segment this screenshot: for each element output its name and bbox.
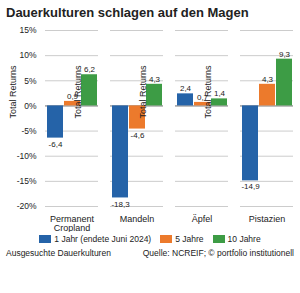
svg-text:Total Returns: Total Returns <box>73 65 83 119</box>
svg-text:-6,4: -6,4 <box>49 140 63 149</box>
svg-text:Total Returns: Total Returns <box>203 65 213 119</box>
svg-text:1,4: 1,4 <box>214 89 226 98</box>
html-text:1 Jahr (endete Juni 2024): 1 Jahr (endete Juni 2024) <box>54 234 152 244</box>
svg-text:Pistazien: Pistazien <box>249 214 286 224</box>
svg-text:Total Returns: Total Returns <box>8 65 18 119</box>
svg-text:2,4: 2,4 <box>180 84 192 93</box>
svg-text:-4,6: -4,6 <box>131 131 145 140</box>
svg-text:-14,9: -14,9 <box>241 182 260 191</box>
html-text:Quelle: NCREIF; © portfolio in: Quelle: NCREIF; © portfolio institutione… <box>142 248 294 258</box>
html-text:Dauerkulturen schlagen auf den: Dauerkulturen schlagen auf den Magen <box>6 5 249 20</box>
svg-text:5%: 5% <box>24 76 37 86</box>
svg-text:10%: 10% <box>19 50 36 60</box>
svg-text:-15%: -15% <box>17 176 37 186</box>
svg-text:Total Returns: Total Returns <box>138 65 148 119</box>
svg-text:Äpfel: Äpfel <box>192 214 213 224</box>
svg-text:Mandeln: Mandeln <box>120 214 155 224</box>
html-text:10 Jahre: 10 Jahre <box>227 234 261 244</box>
svg-text:4,3: 4,3 <box>262 75 274 84</box>
svg-text:9,3: 9,3 <box>279 50 291 59</box>
html-text:Ausgesuchte Dauerkulturen: Ausgesuchte Dauerkulturen <box>6 248 111 258</box>
svg-text:PermanentCropland: PermanentCropland <box>50 214 95 232</box>
svg-text:-10%: -10% <box>17 151 37 161</box>
svg-text:-5%: -5% <box>21 126 37 136</box>
svg-text:4,3: 4,3 <box>149 75 161 84</box>
svg-text:0%: 0% <box>24 101 37 111</box>
html-text:5 Jahre: 5 Jahre <box>175 234 204 244</box>
svg-text:15%: 15% <box>19 25 36 35</box>
svg-text:6,2: 6,2 <box>84 65 96 74</box>
svg-text:-18,3: -18,3 <box>111 200 130 209</box>
svg-text:-20%: -20% <box>17 201 37 211</box>
